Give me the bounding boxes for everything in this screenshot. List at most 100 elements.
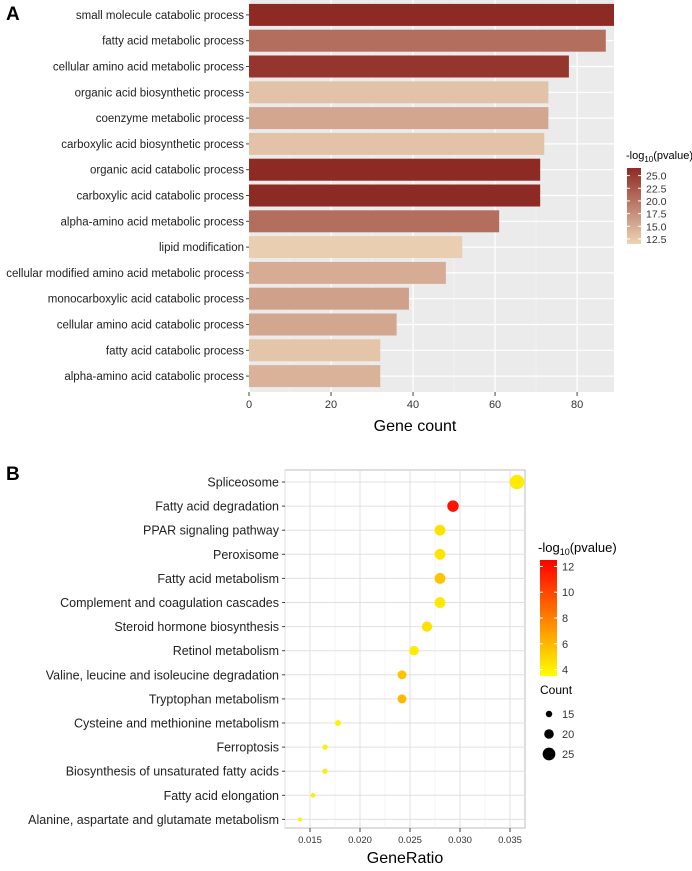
category-label: Ferroptosis (216, 741, 279, 755)
category-label: Cysteine and methionine metabolism (74, 717, 279, 731)
category-label: carboxylic acid biosynthetic process (61, 139, 244, 151)
size-legend-dot (544, 729, 554, 739)
panel-a-x-ticks: 0 20 40 60 80 (246, 392, 583, 411)
point (434, 524, 446, 536)
legend-tick-label: 20.0 (646, 196, 667, 208)
bar (249, 29, 606, 52)
legend-tick-label: 6 (562, 639, 568, 651)
legend-tick-label: 12.5 (646, 234, 667, 246)
size-legend-label: 25 (562, 749, 574, 761)
bar (249, 81, 549, 104)
category-label: Fatty acid elongation (164, 789, 279, 803)
category-label: organic acid catabolic process (90, 165, 244, 177)
category-label: organic acid biosynthetic process (75, 87, 245, 99)
category-label: Retinol metabolism (173, 644, 279, 658)
bar (249, 3, 614, 26)
x-tick-label: 20 (325, 399, 337, 411)
panel-b-size-legend-title: Count (540, 683, 573, 697)
x-tick-label: 80 (571, 399, 583, 411)
bar (249, 132, 545, 155)
bar (249, 261, 446, 284)
panel-b-legend-ticks: 12 10 8 6 4 (540, 561, 574, 677)
bar (249, 236, 463, 259)
panel-a-color-legend: -log10(pvalue) 25.022.520.017.515.012.5 (626, 150, 692, 246)
bar (249, 339, 381, 362)
point (335, 720, 341, 726)
bar (249, 287, 409, 310)
category-label: Biosynthesis of unsaturated fatty acids (66, 765, 279, 779)
x-tick-label: 60 (489, 399, 501, 411)
bar (249, 158, 541, 181)
panel-b-legend-title: -log10(pvalue) (538, 540, 617, 557)
size-legend-label: 20 (562, 729, 574, 741)
panel-a: A small molecule catabolic process fatty … (6, 0, 692, 435)
category-label: Fatty acid degradation (155, 500, 279, 514)
point (509, 474, 525, 490)
panel-a-legend-colorbar (627, 168, 641, 244)
point (397, 694, 407, 704)
category-label: Alanine, aspartate and glutamate metabol… (28, 813, 279, 827)
category-label: lipid modification (159, 242, 244, 254)
x-tick-label: 0 (246, 399, 252, 411)
x-tick-label: 0.015 (298, 835, 322, 846)
x-tick-label: 0.035 (498, 835, 522, 846)
category-label: Fatty acid metabolism (157, 572, 279, 586)
bar (249, 313, 397, 336)
x-tick-label: 0.030 (448, 835, 472, 846)
point (322, 744, 328, 750)
category-label: Complement and coagulation cascades (60, 596, 279, 610)
bar (249, 184, 541, 207)
category-label: small molecule catabolic process (76, 10, 244, 22)
category-label: cellular amino acid metabolic process (53, 62, 244, 74)
panel-b-legend-colorbar (540, 560, 557, 676)
panel-b-color-legend: -log10(pvalue) 12 10 8 6 4 (538, 540, 617, 677)
point (434, 548, 446, 560)
point (322, 768, 328, 774)
x-tick-label: 0.025 (398, 835, 422, 846)
category-label: PPAR signaling pathway (143, 524, 280, 538)
legend-tick-label: 10 (562, 587, 574, 599)
category-label: carboxylic acid catabolic process (77, 191, 245, 203)
bar (249, 365, 381, 388)
panel-b-plot-frame (284, 469, 526, 829)
point (447, 500, 459, 512)
legend-tick-label: 4 (562, 665, 568, 677)
panel-a-legend-title: -log10(pvalue) (626, 150, 692, 164)
panel-a-x-axis-label: Gene count (374, 418, 457, 435)
category-label: Tryptophan metabolism (149, 692, 279, 706)
panel-b-x-axis-label: GeneRatio (367, 850, 444, 867)
panel-a-legend-ticks: 25.022.520.017.515.012.5 (627, 171, 667, 246)
category-label: fatty acid metabolic process (102, 36, 244, 48)
bar (249, 210, 500, 233)
panel-b-size-legend: Count 15 20 25 (540, 683, 574, 761)
bar (249, 55, 569, 78)
category-label: cellular amino acid catabolic process (57, 320, 245, 332)
point (409, 645, 419, 656)
point (310, 792, 316, 798)
point (434, 597, 446, 608)
point (298, 817, 302, 822)
point (397, 670, 407, 680)
category-label: alpha-amino acid metabolic process (61, 216, 245, 228)
point (421, 621, 433, 632)
panel-a-bars (249, 3, 614, 388)
legend-tick-label: 25.0 (646, 171, 667, 183)
category-label: Peroxisome (213, 548, 279, 562)
panel-b-points (298, 474, 525, 822)
category-label: fatty acid catabolic process (106, 345, 244, 357)
legend-tick-label: 12 (562, 561, 574, 573)
legend-tick-label: 22.5 (646, 183, 667, 195)
legend-tick-label: 17.5 (646, 209, 667, 221)
size-legend-dot (545, 710, 553, 718)
category-label: Spliceosome (207, 476, 279, 490)
panel-b-x-ticks: 0.015 0.020 0.025 0.030 0.035 (298, 828, 522, 846)
panel-b-size-legend-items: 15 20 25 (542, 709, 574, 761)
x-tick-label: 40 (407, 399, 419, 411)
panel-b-gridlines (284, 470, 525, 828)
legend-tick-label: 8 (562, 613, 568, 625)
bar (249, 107, 549, 130)
panel-b-letter: B (6, 464, 20, 485)
panel-a-letter: A (6, 4, 20, 25)
panel-a-category-labels: small molecule catabolic process fatty ac… (6, 10, 249, 383)
size-legend-dot (542, 747, 556, 761)
